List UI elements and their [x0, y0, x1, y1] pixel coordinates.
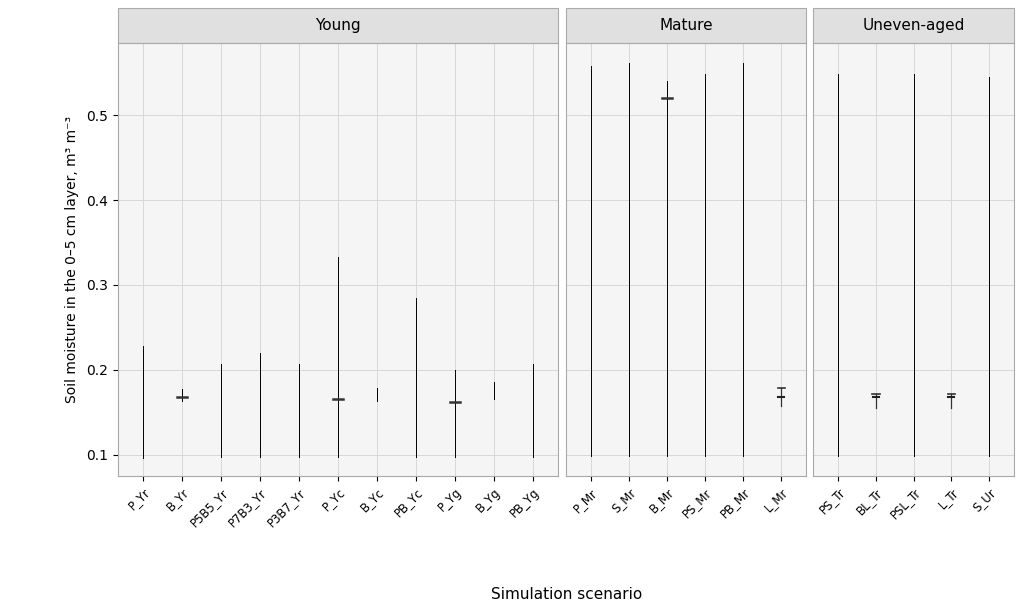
Text: Simulation scenario: Simulation scenario	[490, 587, 642, 602]
Bar	[118, 9, 558, 43]
Text: Uneven-aged: Uneven-aged	[862, 18, 965, 33]
Bar	[566, 9, 806, 43]
Bar	[813, 9, 1014, 43]
Y-axis label: Soil moisture in the 0–5 cm layer, m³ m⁻³: Soil moisture in the 0–5 cm layer, m³ m⁻…	[66, 116, 79, 403]
Text: Young: Young	[315, 18, 360, 33]
Text: Mature: Mature	[659, 18, 713, 33]
